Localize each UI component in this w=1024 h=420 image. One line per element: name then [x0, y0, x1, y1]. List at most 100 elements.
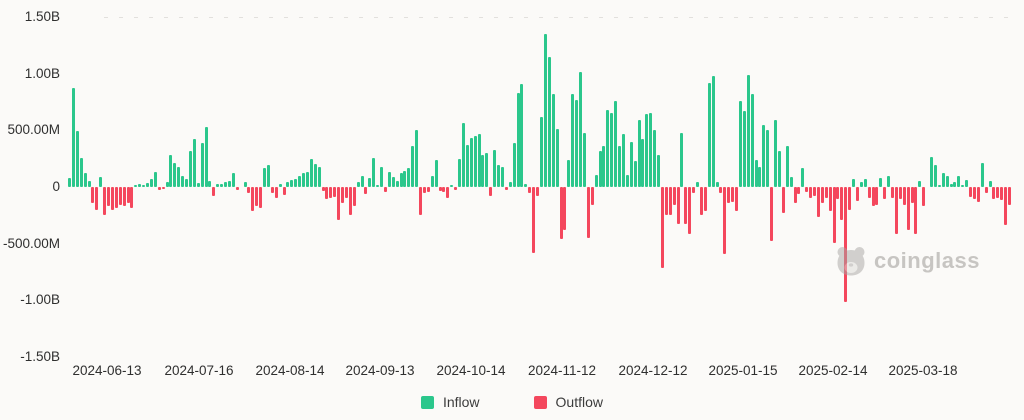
inflow-bar[interactable]	[407, 168, 411, 187]
inflow-bar[interactable]	[196, 183, 200, 187]
outflow-bar[interactable]	[797, 187, 801, 195]
inflow-bar[interactable]	[243, 181, 247, 187]
outflow-bar[interactable]	[996, 187, 1000, 198]
outflow-bar[interactable]	[348, 187, 352, 215]
outflow-bar[interactable]	[341, 187, 345, 203]
inflow-bar[interactable]	[134, 184, 138, 187]
outflow-bar[interactable]	[426, 187, 430, 193]
outflow-bar[interactable]	[282, 187, 286, 195]
outflow-bar[interactable]	[660, 187, 664, 269]
outflow-bar[interactable]	[329, 187, 333, 198]
inflow-bar[interactable]	[567, 159, 571, 187]
outflow-bar[interactable]	[668, 187, 672, 215]
inflow-bar[interactable]	[633, 160, 637, 187]
inflow-bar[interactable]	[540, 116, 543, 187]
outflow-bar[interactable]	[504, 187, 508, 191]
outflow-bar[interactable]	[91, 187, 95, 203]
inflow-bar[interactable]	[485, 152, 489, 187]
outflow-bar[interactable]	[836, 187, 840, 200]
outflow-bar[interactable]	[274, 187, 278, 198]
outflow-bar[interactable]	[735, 187, 739, 212]
inflow-bar[interactable]	[937, 184, 941, 187]
inflow-bar[interactable]	[380, 166, 384, 187]
outflow-bar[interactable]	[532, 187, 536, 253]
inflow-bar[interactable]	[263, 168, 267, 187]
outflow-bar[interactable]	[883, 187, 887, 199]
inflow-bar[interactable]	[185, 179, 189, 187]
outflow-bar[interactable]	[910, 187, 914, 203]
inflow-bar[interactable]	[458, 159, 462, 187]
inflow-bar[interactable]	[399, 173, 403, 187]
inflow-bar[interactable]	[372, 158, 376, 187]
inflow-bar[interactable]	[801, 168, 805, 187]
inflow-bar[interactable]	[547, 57, 551, 187]
inflow-bar[interactable]	[520, 83, 524, 187]
inflow-bar[interactable]	[512, 142, 516, 187]
outflow-bar[interactable]	[454, 187, 458, 190]
outflow-bar[interactable]	[337, 187, 341, 220]
inflow-bar[interactable]	[200, 142, 204, 187]
legend-item-inflow[interactable]: Inflow	[420, 394, 480, 410]
inflow-bar[interactable]	[356, 181, 360, 187]
inflow-bar[interactable]	[305, 171, 309, 187]
outflow-bar[interactable]	[255, 187, 259, 207]
outflow-bar[interactable]	[684, 187, 688, 225]
inflow-bar[interactable]	[579, 72, 582, 187]
inflow-bar[interactable]	[294, 179, 298, 187]
inflow-bar[interactable]	[169, 155, 173, 187]
inflow-bar[interactable]	[625, 174, 629, 187]
outflow-bar[interactable]	[536, 187, 540, 196]
inflow-bar[interactable]	[368, 178, 372, 187]
inflow-bar[interactable]	[387, 171, 391, 187]
inflow-bar[interactable]	[360, 175, 364, 187]
inflow-bar[interactable]	[286, 182, 290, 187]
outflow-bar[interactable]	[781, 187, 785, 214]
inflow-bar[interactable]	[524, 183, 528, 187]
outflow-bar[interactable]	[969, 187, 973, 197]
outflow-bar[interactable]	[247, 187, 251, 194]
outflow-bar[interactable]	[438, 187, 442, 191]
inflow-bar[interactable]	[415, 129, 419, 187]
outflow-bar[interactable]	[844, 187, 848, 303]
outflow-bar[interactable]	[590, 187, 594, 205]
inflow-bar[interactable]	[469, 137, 473, 187]
outflow-bar[interactable]	[419, 187, 423, 215]
inflow-bar[interactable]	[930, 156, 934, 187]
inflow-bar[interactable]	[192, 139, 196, 187]
inflow-bar[interactable]	[785, 146, 789, 187]
inflow-bar[interactable]	[138, 184, 142, 187]
outflow-bar[interactable]	[692, 187, 696, 193]
outflow-bar[interactable]	[832, 187, 836, 243]
inflow-bar[interactable]	[953, 181, 957, 187]
inflow-bar[interactable]	[711, 75, 715, 187]
outflow-bar[interactable]	[446, 187, 450, 198]
inflow-bar[interactable]	[707, 83, 711, 187]
inflow-bar[interactable]	[220, 184, 224, 187]
plot-area[interactable]	[66, 0, 1012, 420]
inflow-bar[interactable]	[606, 109, 610, 187]
inflow-bar[interactable]	[859, 181, 863, 187]
inflow-bar[interactable]	[957, 175, 961, 187]
inflow-bar[interactable]	[965, 179, 969, 187]
outflow-bar[interactable]	[259, 187, 263, 209]
outflow-bar[interactable]	[110, 187, 114, 210]
inflow-bar[interactable]	[224, 182, 228, 187]
outflow-bar[interactable]	[992, 187, 996, 200]
inflow-bar[interactable]	[516, 92, 520, 187]
outflow-bar[interactable]	[976, 187, 980, 203]
inflow-bar[interactable]	[961, 184, 965, 187]
inflow-bar[interactable]	[610, 112, 614, 187]
inflow-bar[interactable]	[477, 134, 481, 187]
inflow-bar[interactable]	[949, 183, 953, 187]
outflow-bar[interactable]	[828, 187, 832, 212]
inflow-bar[interactable]	[774, 119, 778, 187]
outflow-bar[interactable]	[867, 187, 871, 198]
outflow-bar[interactable]	[489, 187, 493, 197]
inflow-bar[interactable]	[508, 182, 512, 187]
inflow-bar[interactable]	[430, 175, 434, 187]
outflow-bar[interactable]	[820, 187, 824, 203]
outflow-bar[interactable]	[528, 187, 532, 193]
inflow-bar[interactable]	[450, 184, 454, 187]
outflow-bar[interactable]	[840, 187, 844, 220]
outflow-bar[interactable]	[813, 187, 817, 197]
